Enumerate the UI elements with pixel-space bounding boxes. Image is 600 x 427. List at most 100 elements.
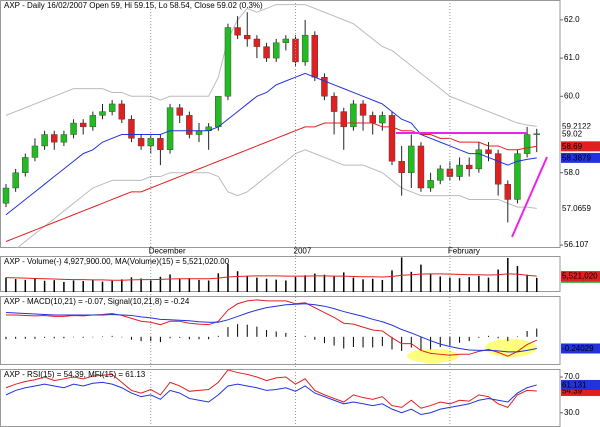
panel: [5, 299, 538, 357]
candle-body: [359, 103, 367, 116]
candle-body: [31, 145, 39, 158]
candle-body: [427, 180, 434, 189]
histogram-bar: [391, 336, 393, 350]
volume-bar: [188, 278, 191, 292]
histogram-bar: [507, 336, 509, 342]
histogram-bar: [266, 330, 268, 337]
histogram-bar: [468, 336, 470, 342]
volume-bar: [130, 277, 133, 292]
histogram-bar: [227, 327, 229, 337]
histogram-bar: [121, 336, 123, 338]
candle-body: [118, 103, 126, 120]
histogram-bar: [82, 336, 84, 338]
volume-bar: [323, 274, 326, 292]
volume-bar: [371, 278, 374, 292]
histogram-bar: [150, 336, 152, 342]
candle-body: [398, 161, 405, 173]
y-tick-label: 58.0: [564, 168, 580, 177]
volume-bar: [275, 279, 277, 292]
candle-body: [22, 157, 29, 173]
candle-body: [475, 149, 483, 170]
histogram-bar: [73, 336, 75, 338]
panel-frame: [0, 256, 561, 292]
panel-title: AXP - RSI(15) = 54.39, MFI(15) = 61.13: [4, 370, 146, 379]
candle-body: [12, 172, 19, 189]
candle-body: [51, 134, 58, 143]
volume-bar: [111, 280, 113, 292]
volume-bar: [362, 279, 364, 292]
value-label: 61.131: [562, 381, 587, 390]
volume-bar: [391, 270, 393, 292]
histogram-bar: [488, 335, 489, 337]
volume-bar: [227, 263, 229, 292]
panel-frame: [0, 0, 561, 248]
histogram-bar: [323, 336, 325, 344]
value-label: -0.24029: [562, 344, 594, 353]
candle-body: [234, 27, 241, 36]
histogram-bar: [198, 336, 200, 340]
candle-body: [89, 115, 97, 128]
series-line: [5, 369, 537, 409]
histogram-bar: [285, 332, 287, 337]
candle-body: [157, 138, 164, 150]
value-label-box: [561, 343, 600, 354]
candle-body: [311, 34, 318, 78]
candle-body: [137, 138, 145, 147]
volume-bar: [487, 277, 490, 292]
volume-bar: [207, 280, 210, 292]
candle-body: [523, 134, 531, 154]
series-line: [16, 149, 537, 248]
volume-bar: [478, 275, 480, 292]
volume-bar: [265, 278, 268, 292]
y-tick-label: 62.0: [564, 15, 580, 24]
panel: [5, 369, 537, 416]
volume-bar: [82, 281, 84, 292]
histogram-bar: [24, 336, 26, 339]
candle-body: [369, 115, 376, 124]
candle-body: [2, 187, 10, 204]
candle-body: [186, 115, 193, 135]
histogram-bar: [217, 335, 219, 337]
volume-bar: [400, 257, 403, 292]
histogram-bar: [420, 336, 422, 351]
histogram-bar: [314, 336, 316, 340]
volume-bar: [5, 277, 7, 292]
histogram-bar: [188, 336, 190, 340]
histogram-bar: [526, 330, 528, 337]
y-tick-label: 70.0: [564, 372, 580, 381]
series-line: [5, 381, 537, 416]
histogram-bar: [246, 324, 248, 337]
candle-body: [330, 96, 338, 112]
histogram-bar: [179, 336, 181, 338]
candle-body: [263, 46, 270, 59]
value-label: 57.0659: [562, 204, 591, 213]
volume-bar: [92, 279, 94, 292]
candle-body: [282, 38, 290, 43]
histogram-bar: [449, 336, 451, 346]
value-label: 59.02: [562, 129, 583, 138]
candle-body: [79, 122, 87, 128]
y-tick-label: 60.0: [564, 91, 580, 100]
panel-title: AXP - Volume(-) 4,927,900.00, MA(Volume)…: [4, 257, 230, 266]
volume-bar: [410, 271, 413, 292]
candle-body: [70, 122, 77, 135]
volume-bar: [159, 276, 162, 292]
candle-body: [41, 134, 48, 147]
volume-bar: [497, 269, 499, 292]
histogram-bar: [92, 336, 94, 338]
candle-body: [108, 103, 116, 112]
volume-bar: [24, 279, 27, 292]
candle-body: [340, 111, 347, 128]
x-tick-label: 2007: [294, 247, 312, 256]
histogram-bar: [372, 336, 374, 348]
histogram-bar: [44, 336, 46, 338]
panel-title: AXP - MACD(10,21) = -0.07, Signal(10,21,…: [4, 297, 190, 306]
candle-body: [504, 183, 511, 200]
trend-line: [511, 156, 548, 238]
histogram-bar: [295, 336, 296, 337]
value-label-box: [561, 271, 600, 282]
candle-body: [494, 153, 502, 185]
series-line: [5, 122, 537, 242]
candle-body: [533, 133, 540, 135]
